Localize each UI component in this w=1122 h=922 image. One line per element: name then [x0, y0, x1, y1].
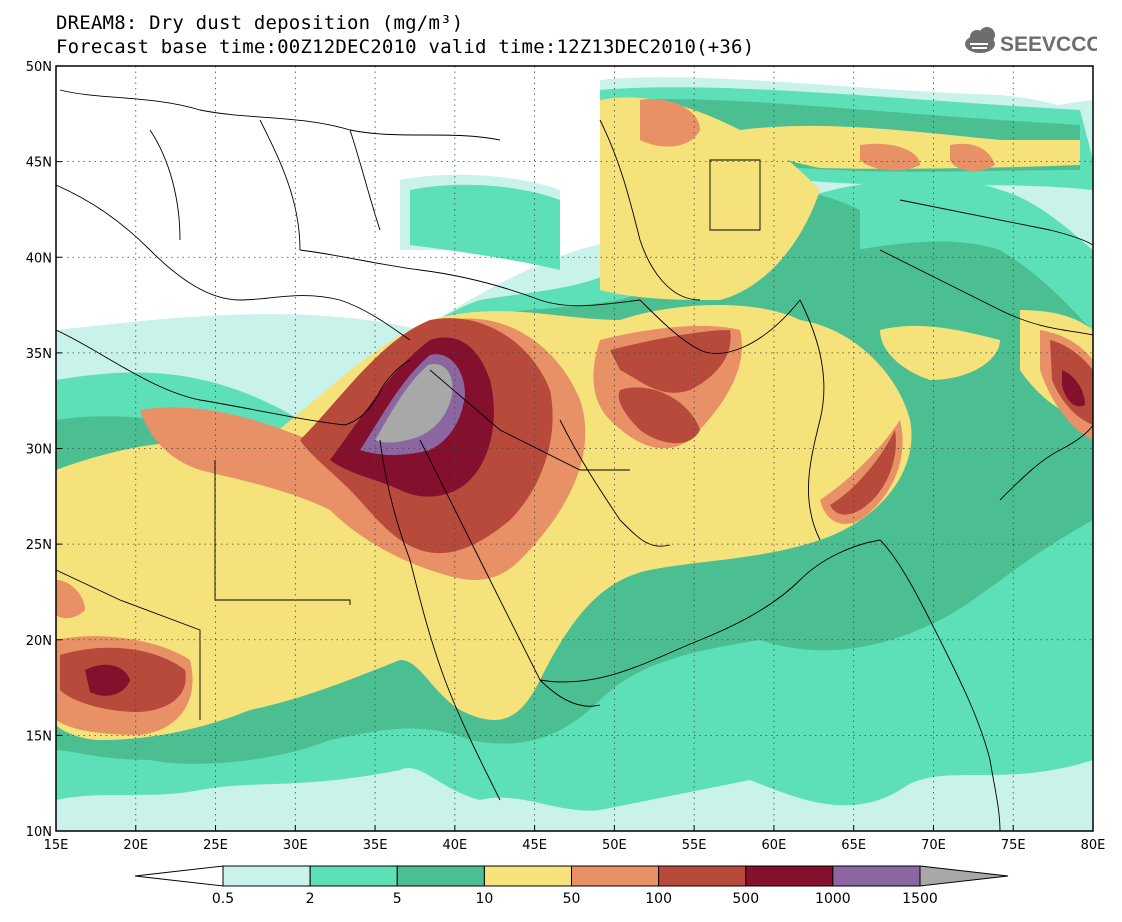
- colorbar-label: 50: [563, 891, 581, 907]
- coastlines-and-borders: [56, 89, 1093, 831]
- lon-tick-label: 30E: [283, 838, 308, 853]
- colorbar-swatch: [745, 865, 834, 887]
- colorbar-label: 500: [732, 891, 759, 907]
- dust-field: [56, 66, 1093, 831]
- lon-tick-label: 50E: [602, 838, 627, 853]
- lon-tick-label: 65E: [841, 838, 866, 853]
- axis-ticks: 15E 20E 25E 30E 35E 40E 45E 50E 55E 60E 65E 70E 75E 8…: [26, 60, 1106, 853]
- colorbar-label: 1000: [815, 891, 851, 907]
- colorbar-label: 1500: [902, 891, 938, 907]
- colorbar-swatch: [832, 865, 921, 887]
- lon-tick-label: 15E: [44, 838, 69, 853]
- logo-text: SEEVCCC: [1000, 33, 1097, 56]
- colorbar-swatch: [483, 865, 572, 887]
- lat-tick-label: 25N: [26, 538, 52, 553]
- cloud-logo-icon: SEEVCCC: [965, 27, 1102, 56]
- colorbar-swatch: [309, 865, 398, 887]
- lon-tick-label: 40E: [442, 838, 467, 853]
- lon-tick-label: 25E: [203, 838, 228, 853]
- colorbar-label: 0.5: [212, 891, 234, 907]
- gridlines: [56, 66, 1093, 831]
- colorbar: 0.5 2 5 10 50 100 500 1000 1500: [134, 865, 1009, 907]
- colorbar-under-triangle: [134, 865, 224, 887]
- lon-tick-label: 75E: [1001, 838, 1026, 853]
- lat-tick-label: 15N: [26, 729, 52, 744]
- colorbar-label: 5: [393, 891, 402, 907]
- colorbar-over-triangle: [919, 865, 1009, 887]
- lon-tick-label: 20E: [123, 838, 148, 853]
- deposition-level-over-1500: [375, 364, 453, 443]
- colorbar-swatch: [396, 865, 485, 887]
- lat-tick-label: 20N: [26, 634, 52, 649]
- forecast-subtitle: Forecast base time:00Z12DEC2010 valid ti…: [56, 36, 755, 58]
- lon-tick-label: 45E: [522, 838, 547, 853]
- lat-tick-label: 30N: [26, 443, 52, 458]
- lon-tick-label: 80E: [1081, 838, 1106, 853]
- map-title: DREAM8: Dry dust deposition (mg/m³): [56, 12, 464, 34]
- colorbar-swatch: [571, 865, 660, 887]
- lat-tick-label: 35N: [26, 347, 52, 362]
- seevccc-logo: SEEVCCC: [962, 24, 1102, 62]
- colorbar-label: 100: [645, 891, 672, 907]
- colorbar-label: 2: [306, 891, 315, 907]
- colorbar-swatch: [658, 865, 747, 887]
- lat-tick-label: 10N: [26, 825, 52, 840]
- lon-tick-label: 55E: [682, 838, 707, 853]
- lon-tick-label: 70E: [921, 838, 946, 853]
- colorbar-swatch: [222, 865, 311, 887]
- lat-tick-label: 40N: [26, 251, 52, 266]
- lat-tick-label: 50N: [26, 60, 52, 75]
- lon-tick-label: 60E: [762, 838, 787, 853]
- lat-tick-label: 45N: [26, 156, 52, 171]
- colorbar-label: 10: [475, 891, 493, 907]
- lon-tick-label: 35E: [363, 838, 388, 853]
